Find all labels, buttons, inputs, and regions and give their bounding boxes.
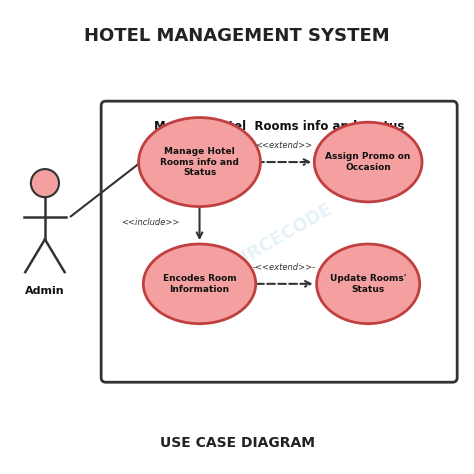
Ellipse shape	[317, 244, 419, 324]
Ellipse shape	[143, 244, 256, 324]
Text: Encodes Room
Information: Encodes Room Information	[163, 274, 237, 293]
Ellipse shape	[138, 118, 260, 207]
Text: <<include>>: <<include>>	[121, 219, 180, 228]
Text: Manage Hotel  Rooms info and Status: Manage Hotel Rooms info and Status	[154, 120, 404, 133]
Text: Update Rooms'
Status: Update Rooms' Status	[330, 274, 406, 293]
Text: -<<extend>>-: -<<extend>>-	[252, 263, 315, 272]
Text: USE CASE DIAGRAM: USE CASE DIAGRAM	[159, 436, 315, 450]
Text: Admin: Admin	[25, 286, 65, 296]
Text: <<extend>>: <<extend>>	[255, 141, 312, 150]
Circle shape	[31, 169, 59, 197]
Text: HOTEL MANAGEMENT SYSTEM: HOTEL MANAGEMENT SYSTEM	[84, 27, 390, 45]
Text: Assign Promo on
Occasion: Assign Promo on Occasion	[326, 152, 411, 172]
Text: Manage Hotel
Rooms info and
Status: Manage Hotel Rooms info and Status	[160, 147, 239, 177]
Text: 1ZEN-SOURCECODE: 1ZEN-SOURCECODE	[156, 199, 337, 313]
Ellipse shape	[314, 122, 422, 202]
FancyBboxPatch shape	[101, 101, 457, 382]
